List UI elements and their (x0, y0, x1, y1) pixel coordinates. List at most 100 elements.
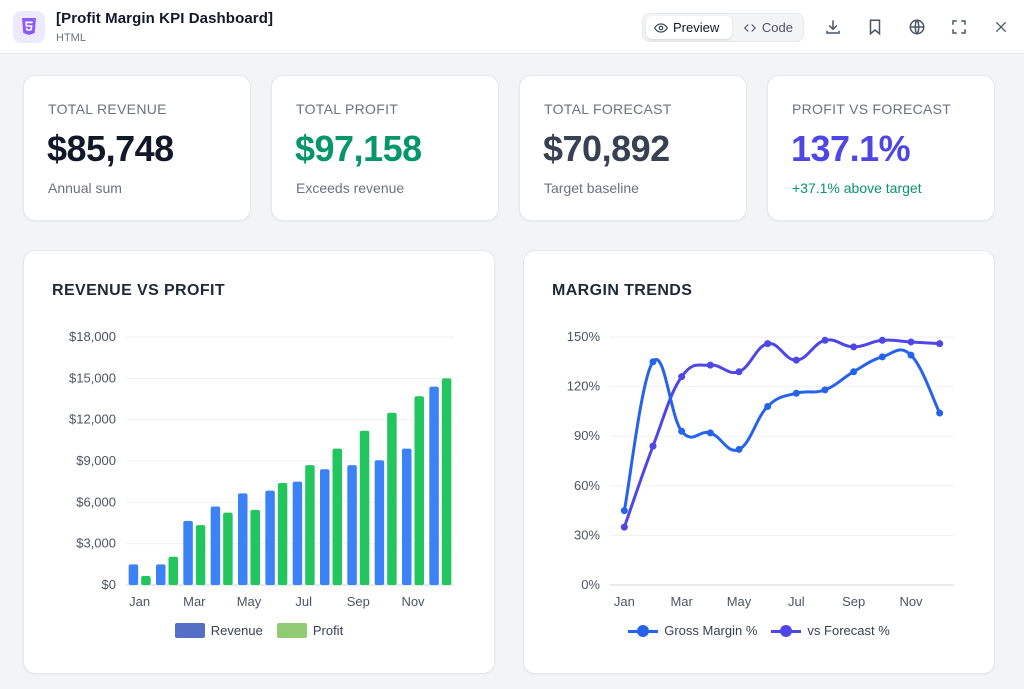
point-vs-forecast (792, 356, 800, 364)
legend-label: Gross Margin % (664, 623, 758, 638)
legend-item-revenue[interactable]: Revenue (174, 623, 263, 638)
download-icon[interactable] (822, 16, 844, 38)
point-gross-margin (907, 351, 915, 359)
point-gross-margin (649, 358, 657, 366)
point-gross-margin (936, 409, 944, 417)
y-tick-label: 90% (574, 428, 600, 443)
point-vs-forecast (850, 343, 858, 351)
code-button[interactable]: Code (735, 16, 801, 39)
bar-revenue (128, 564, 139, 585)
kpi-value: $70,892 (543, 128, 670, 169)
y-tick-label: $0 (102, 577, 116, 592)
y-tick-label: $12,000 (69, 412, 116, 427)
x-tick-label: Sep (347, 594, 370, 609)
point-gross-margin (678, 427, 686, 435)
x-tick-label: Mar (183, 594, 206, 609)
legend-swatch (276, 623, 307, 638)
line-vs-forecast (622, 338, 940, 528)
bar-profit (223, 512, 233, 585)
window-subtitle: HTML (56, 32, 86, 44)
bar-revenue (320, 469, 330, 585)
kpi-subtext: Annual sum (48, 180, 122, 196)
bar-revenue (156, 564, 166, 585)
bar-profit (195, 525, 206, 585)
kpi-label: PROFIT VS FORECAST (792, 101, 952, 117)
point-gross-margin (821, 386, 829, 394)
close-icon[interactable] (990, 16, 1012, 38)
code-icon (743, 23, 757, 32)
kpi-label: TOTAL REVENUE (48, 101, 167, 117)
bar-revenue (183, 520, 193, 585)
point-gross-margin (735, 445, 743, 453)
point-gross-margin (792, 389, 800, 397)
bar-revenue (374, 460, 385, 585)
kpi-subtext: Target baseline (544, 180, 639, 196)
y-tick-label: $9,000 (76, 453, 116, 468)
bar-profit (414, 396, 424, 585)
point-vs-forecast (678, 373, 686, 381)
x-tick-label: May (237, 594, 262, 609)
bar-revenue (347, 465, 357, 585)
globe-icon[interactable] (906, 16, 928, 38)
point-gross-margin (850, 368, 858, 376)
legend-item-vs-forecast[interactable]: vs Forecast % (771, 623, 890, 638)
legend-swatch (628, 624, 659, 638)
x-tick-label: Jul (295, 594, 312, 609)
chart-legend: Gross Margin % vs Forecast % (524, 623, 994, 638)
y-tick-label: $6,000 (76, 494, 116, 509)
kpi-value: $85,748 (47, 128, 174, 169)
revenue-vs-profit-chart: $0 $3,000 $6,000 $9,000 $12,000 $15,000 $18,00… (69, 329, 454, 609)
view-toggle: Preview Code (642, 13, 804, 42)
point-vs-forecast (620, 523, 628, 531)
kpi-subtext: +37.1% above target (792, 180, 922, 196)
point-gross-margin (764, 402, 772, 410)
kpi-label: TOTAL PROFIT (296, 101, 399, 117)
x-tick-label: Jul (788, 594, 805, 609)
bar-revenue (292, 481, 303, 585)
legend-item-profit[interactable]: Profit (276, 623, 343, 638)
point-vs-forecast (821, 336, 829, 344)
preview-label: Preview (673, 20, 720, 35)
y-tick-label: 60% (574, 478, 600, 493)
point-vs-forecast (706, 361, 714, 369)
point-vs-forecast (878, 336, 886, 344)
bar-profit (359, 430, 370, 585)
point-vs-forecast (735, 368, 743, 376)
revenue-vs-profit-card: REVENUE VS PROFIT $0 $3,000 $6,000 $9,000 $1… (23, 250, 495, 674)
bookmark-icon[interactable] (864, 16, 886, 38)
kpi-subtext: Exceeds revenue (296, 180, 405, 196)
legend-item-gross-margin[interactable]: Gross Margin % (628, 623, 757, 638)
margin-trends-card: MARGIN TRENDS 0% 30% 60% 90% 120% 150% Jan Mar M… (523, 250, 995, 674)
legend-swatch (771, 624, 802, 638)
bar-profit (441, 378, 452, 585)
point-gross-margin (878, 353, 886, 361)
kpi-card-profit-vs-forecast: PROFIT VS FORECAST 137.1% +37.1% above t… (767, 75, 995, 221)
point-gross-margin (706, 429, 714, 437)
x-tick-label: Mar (670, 594, 693, 609)
bar-profit (168, 556, 178, 585)
html5-icon (13, 11, 45, 43)
x-tick-label: Jan (129, 594, 150, 609)
bar-revenue (265, 490, 275, 585)
code-label: Code (761, 20, 793, 35)
preview-button[interactable]: Preview (646, 16, 732, 39)
chart-legend: Revenue Profit (24, 623, 494, 638)
legend-label: Revenue (210, 623, 263, 638)
bar-revenue (238, 493, 248, 585)
eye-icon (654, 22, 668, 33)
bar-profit (332, 448, 342, 585)
x-tick-label: May (727, 594, 752, 609)
bar-profit (250, 509, 260, 585)
y-tick-label: $15,000 (69, 370, 116, 385)
kpi-value: 137.1% (791, 128, 911, 169)
line-gross-margin (622, 348, 942, 511)
kpi-value: $97,158 (295, 128, 422, 169)
kpi-card-total-revenue: TOTAL REVENUE $85,748 Annual sum (23, 75, 251, 221)
fullscreen-icon[interactable] (948, 16, 970, 38)
bar-profit (305, 465, 315, 585)
point-vs-forecast (764, 340, 772, 348)
bar-profit (277, 483, 288, 585)
margin-trends-chart: 0% 30% 60% 90% 120% 150% Jan Mar May Jul Sep Nov (567, 329, 954, 609)
chart-title: REVENUE VS PROFIT (52, 282, 226, 299)
bar-profit (141, 576, 151, 585)
